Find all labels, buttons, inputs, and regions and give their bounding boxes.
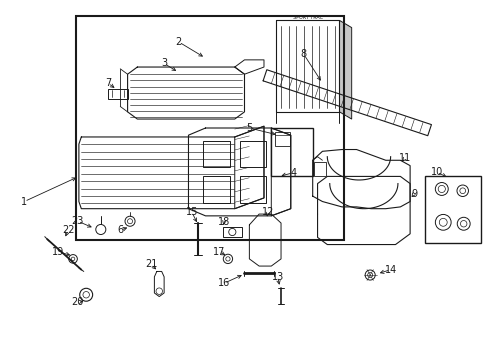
Text: 15: 15 <box>185 207 198 217</box>
Text: 13: 13 <box>271 272 283 282</box>
Text: 1: 1 <box>21 197 27 207</box>
Text: 7: 7 <box>105 78 111 88</box>
Bar <box>203 176 229 203</box>
Text: 14: 14 <box>384 265 396 275</box>
Text: 16: 16 <box>218 278 230 288</box>
Bar <box>239 140 266 167</box>
Bar <box>108 89 127 99</box>
Text: 10: 10 <box>430 167 442 177</box>
Bar <box>275 132 289 146</box>
Text: SPORT TRAC: SPORT TRAC <box>292 15 322 21</box>
Text: 22: 22 <box>62 225 74 235</box>
Bar <box>271 128 312 176</box>
Bar <box>222 226 242 237</box>
Text: 3: 3 <box>161 58 167 68</box>
Text: 12: 12 <box>261 207 273 217</box>
Text: 4: 4 <box>289 168 296 178</box>
Bar <box>76 16 344 240</box>
Text: 19: 19 <box>52 247 64 257</box>
Bar <box>313 162 325 176</box>
Text: 5: 5 <box>246 123 252 133</box>
Bar <box>239 176 266 203</box>
Bar <box>424 176 480 243</box>
Text: 23: 23 <box>72 216 84 226</box>
Text: 17: 17 <box>213 247 225 257</box>
Text: 2: 2 <box>175 37 182 47</box>
Text: 8: 8 <box>300 49 306 59</box>
Text: 21: 21 <box>144 259 157 269</box>
Text: 9: 9 <box>410 189 416 199</box>
Text: 18: 18 <box>218 217 230 227</box>
Text: 20: 20 <box>72 297 84 307</box>
Text: 6: 6 <box>117 225 123 235</box>
Bar <box>203 140 229 167</box>
Text: 11: 11 <box>398 153 410 163</box>
